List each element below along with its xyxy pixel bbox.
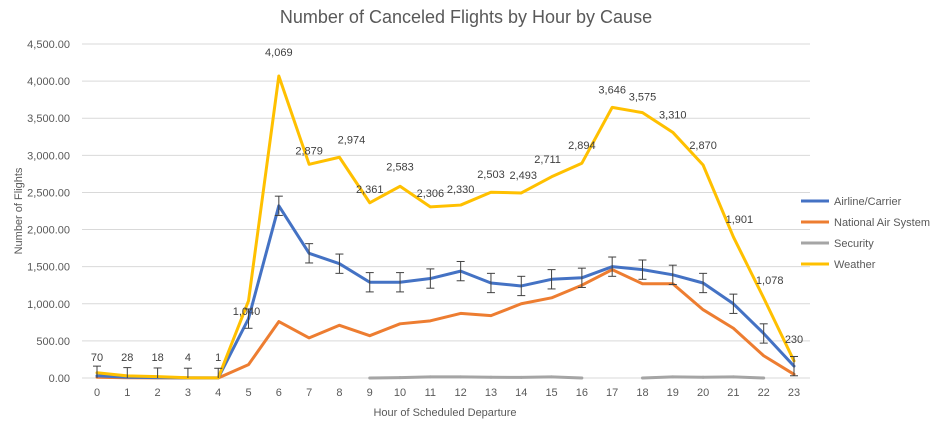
x-tick-label: 4 bbox=[215, 387, 221, 399]
y-tick-label: 0.00 bbox=[49, 373, 70, 385]
series-segment-security bbox=[731, 375, 766, 380]
legend-label-security: Security bbox=[834, 238, 874, 250]
x-tick-label: 18 bbox=[636, 387, 648, 399]
x-tick-label: 10 bbox=[394, 387, 406, 399]
data-label: 4 bbox=[185, 352, 191, 364]
data-label: 2,583 bbox=[386, 161, 414, 173]
x-tick-label: 22 bbox=[758, 387, 770, 399]
x-axis-ticks: 0 1 2 3 4 5 6 7 8 9 10 11 12 13 14 15 16 17 18 19 20 21 22 23 bbox=[94, 387, 800, 399]
series-line-national-air-system bbox=[95, 268, 796, 380]
x-tick-label: 6 bbox=[276, 387, 282, 399]
series-line-weather bbox=[95, 74, 796, 380]
data-label: 1,078 bbox=[756, 275, 784, 287]
data-label: 2,306 bbox=[417, 188, 445, 200]
x-axis-title: Hour of Scheduled Departure bbox=[373, 407, 516, 419]
legend: Airline/Carrier National Air System Securi… bbox=[801, 196, 930, 271]
legend-label-weather: Weather bbox=[834, 259, 876, 271]
x-tick-label: 7 bbox=[306, 387, 312, 399]
data-label: 2,361 bbox=[356, 184, 384, 196]
data-label: 2,879 bbox=[295, 145, 323, 157]
series-segment-security bbox=[398, 375, 432, 380]
x-tick-label: 13 bbox=[485, 387, 497, 399]
series-segment-security bbox=[550, 375, 584, 380]
data-label: 1,040 bbox=[233, 306, 261, 318]
x-tick-label: 9 bbox=[367, 387, 373, 399]
x-tick-label: 0 bbox=[94, 387, 100, 399]
data-label: 2,503 bbox=[477, 169, 505, 181]
data-label: 2,894 bbox=[568, 140, 596, 152]
y-tick-label: 3,500.00 bbox=[27, 113, 70, 125]
chart-title: Number of Canceled Flights by Hour by Ca… bbox=[280, 7, 652, 27]
data-label: 2,493 bbox=[509, 170, 537, 182]
data-label: 3,646 bbox=[598, 84, 626, 96]
data-label: 1,901 bbox=[726, 214, 754, 226]
x-tick-label: 8 bbox=[336, 387, 342, 399]
x-tick-label: 17 bbox=[606, 387, 618, 399]
data-label: 230 bbox=[785, 334, 803, 346]
x-tick-label: 2 bbox=[155, 387, 161, 399]
legend-label-airline-carrier: Airline/Carrier bbox=[834, 196, 902, 208]
x-tick-label: 16 bbox=[576, 387, 588, 399]
x-tick-label: 20 bbox=[697, 387, 709, 399]
y-tick-label: 4,000.00 bbox=[27, 76, 70, 88]
x-tick-label: 11 bbox=[425, 387, 436, 399]
y-tick-label: 500.00 bbox=[36, 336, 70, 348]
x-tick-label: 19 bbox=[667, 387, 679, 399]
x-tick-label: 14 bbox=[515, 387, 527, 399]
x-tick-label: 23 bbox=[788, 387, 800, 399]
data-label: 70 bbox=[91, 352, 103, 364]
legend-label-national-air-system: National Air System bbox=[834, 217, 930, 229]
series-segment-security bbox=[640, 375, 675, 380]
y-axis-title: Number of Flights bbox=[13, 167, 25, 254]
data-label: 1 bbox=[215, 352, 221, 364]
y-tick-label: 1,000.00 bbox=[27, 299, 70, 311]
y-tick-label: 2,500.00 bbox=[27, 187, 70, 199]
y-tick-label: 2,000.00 bbox=[27, 225, 70, 237]
x-tick-label: 3 bbox=[185, 387, 191, 399]
data-label: 28 bbox=[121, 352, 133, 364]
gridlines bbox=[82, 43, 810, 379]
data-label: 2,974 bbox=[338, 134, 366, 146]
series-layer bbox=[95, 74, 796, 380]
x-tick-label: 21 bbox=[727, 387, 739, 399]
x-tick-label: 1 bbox=[124, 387, 130, 399]
data-label: 3,575 bbox=[629, 92, 657, 104]
x-tick-label: 12 bbox=[455, 387, 467, 399]
series-line-airline-carrier bbox=[95, 204, 796, 380]
data-label: 2,870 bbox=[689, 140, 717, 152]
data-label: 3,310 bbox=[659, 109, 687, 121]
data-label: 2,330 bbox=[447, 184, 475, 196]
data-label: 18 bbox=[151, 352, 163, 364]
series-segment-security bbox=[519, 375, 554, 379]
y-axis-ticks: 0.00 500.00 1,000.00 1,500.00 2,000.00 2,500.… bbox=[27, 39, 70, 385]
x-tick-label: 15 bbox=[545, 387, 557, 399]
y-tick-label: 3,000.00 bbox=[27, 150, 70, 162]
y-tick-label: 1,500.00 bbox=[27, 262, 70, 274]
y-tick-label: 4,500.00 bbox=[27, 39, 70, 51]
data-label: 4,069 bbox=[265, 47, 293, 59]
data-label: 2,711 bbox=[534, 154, 561, 166]
x-tick-label: 5 bbox=[245, 387, 251, 399]
error-bars bbox=[93, 195, 798, 378]
